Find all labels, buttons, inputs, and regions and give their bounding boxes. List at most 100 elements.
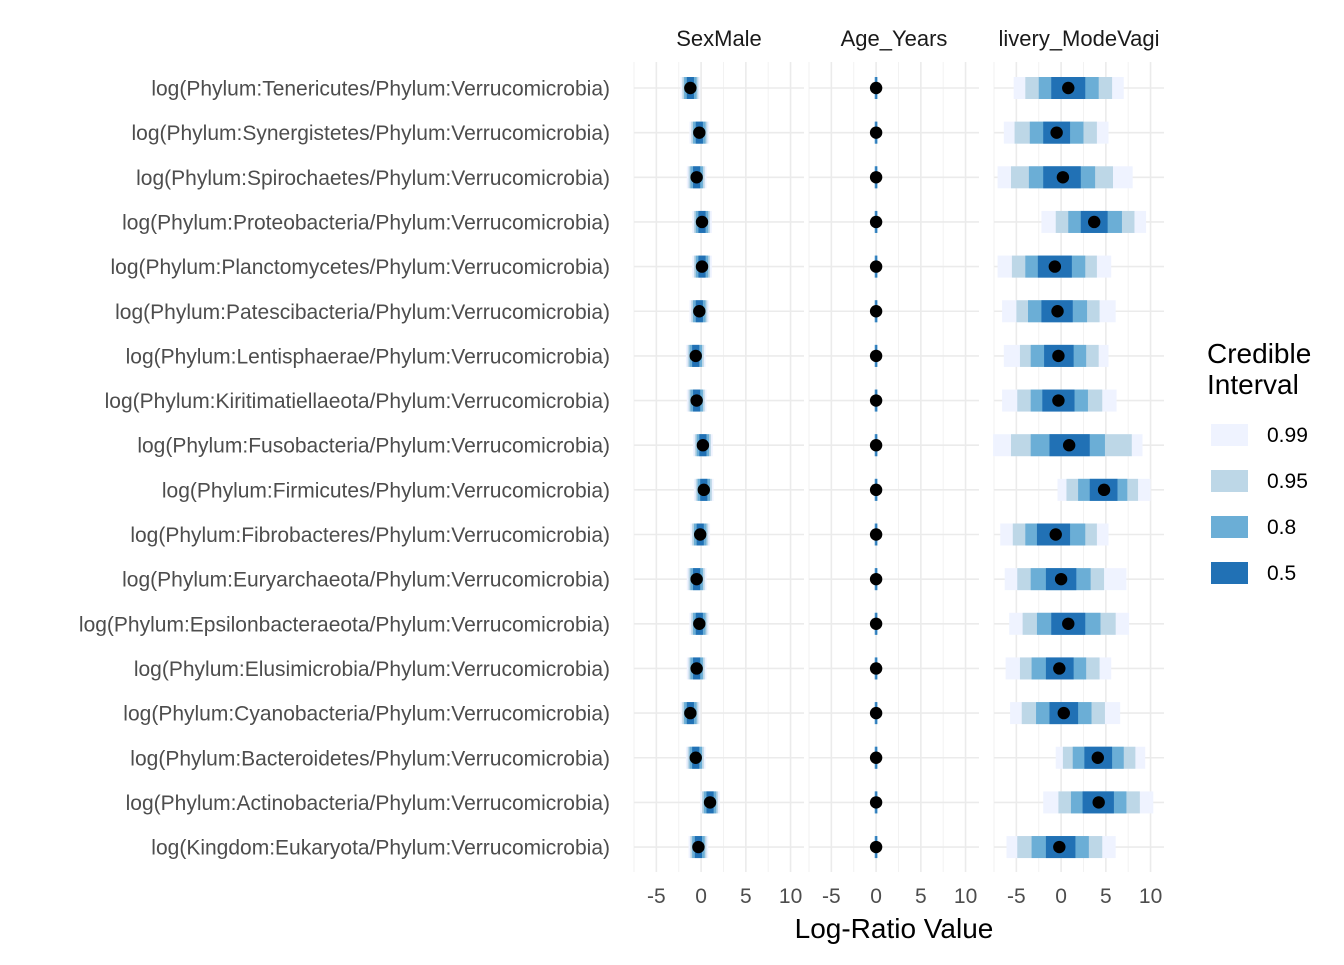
- legend-label: 0.99: [1267, 424, 1308, 447]
- panel-strip-label: Age_Years: [841, 26, 948, 51]
- median-point: [689, 751, 702, 764]
- median-point: [869, 171, 883, 184]
- x-tick-label: 5: [740, 885, 752, 908]
- median-point: [869, 260, 883, 273]
- median-point: [1097, 483, 1111, 497]
- panel-strip-label: SexMale: [676, 26, 762, 51]
- y-tick-label: log(Phylum:Bacteroidetes/Phylum:Verrucom…: [130, 747, 610, 770]
- y-tick-label: log(Phylum:Proteobacteria/Phylum:Verruco…: [122, 211, 610, 234]
- y-tick-label: log(Phylum:Patescibacteria/Phylum:Verruc…: [115, 301, 610, 324]
- median-point: [869, 751, 883, 764]
- legend-swatch: [1211, 516, 1248, 538]
- median-point: [869, 81, 883, 95]
- median-point: [1091, 751, 1104, 764]
- legend-label: 0.5: [1267, 562, 1296, 585]
- median-point: [690, 171, 703, 184]
- x-tick-label: 0: [1055, 885, 1067, 908]
- y-tick-label: log(Phylum:Actinobacteria/Phylum:Verruco…: [126, 792, 610, 815]
- y-tick-label: log(Kingdom:Eukaryota/Phylum:Verrucomicr…: [151, 837, 610, 860]
- median-point: [869, 662, 883, 675]
- x-tick-label: 0: [695, 885, 707, 908]
- median-point: [690, 394, 703, 407]
- median-point: [1092, 796, 1105, 809]
- x-tick-label: 5: [1100, 885, 1112, 908]
- median-point: [1056, 171, 1070, 184]
- panel-strip-label: livery_ModeVagi: [998, 26, 1159, 51]
- median-point: [1088, 215, 1101, 229]
- median-point: [690, 662, 703, 675]
- median-point: [869, 349, 883, 363]
- y-tick-label: log(Phylum:Fibrobacteres/Phylum:Verrucom…: [130, 524, 610, 547]
- median-point: [869, 572, 883, 586]
- median-point: [869, 528, 883, 541]
- x-tick-label: 0: [870, 885, 882, 908]
- median-point: [1053, 840, 1066, 854]
- median-point: [693, 617, 706, 630]
- median-point: [869, 305, 883, 318]
- legend-swatch: [1211, 562, 1248, 584]
- y-tick-label: log(Phylum:Fusobacteria/Phylum:Verrucomi…: [137, 435, 610, 458]
- median-point: [1048, 260, 1062, 273]
- median-point: [1062, 439, 1076, 452]
- median-point: [692, 840, 705, 854]
- x-tick-label: 10: [954, 885, 977, 908]
- y-tick-label: log(Phylum:Tenericutes/Phylum:Verrucomic…: [151, 78, 610, 101]
- x-tick-label: 10: [779, 885, 802, 908]
- median-point: [869, 840, 883, 854]
- median-point: [1053, 662, 1066, 675]
- median-point: [869, 215, 883, 229]
- y-tick-label: log(Phylum:Firmicutes/Phylum:Verrucomicr…: [162, 479, 610, 502]
- median-point: [1062, 617, 1075, 630]
- median-point: [684, 706, 697, 720]
- y-tick-label: log(Phylum:Epsilonbacteraeota/Phylum:Ver…: [79, 613, 610, 636]
- y-tick-label: log(Phylum:Cyanobacteria/Phylum:Verrucom…: [123, 703, 610, 726]
- median-point: [869, 439, 883, 452]
- median-point: [1052, 394, 1065, 407]
- median-point: [869, 126, 883, 139]
- x-axis-title: Log-Ratio Value: [795, 913, 994, 944]
- legend-title: Interval: [1207, 369, 1299, 400]
- y-tick-label: log(Phylum:Spirochaetes/Phylum:Verrucomi…: [136, 167, 610, 190]
- median-point: [1054, 572, 1068, 586]
- legend-label: 0.8: [1267, 516, 1296, 539]
- median-point: [693, 126, 706, 139]
- median-point: [703, 796, 717, 809]
- x-tick-label: -5: [822, 885, 841, 908]
- median-point: [869, 483, 883, 497]
- y-tick-label: log(Phylum:Kiritimatiellaeota/Phylum:Ver…: [105, 390, 610, 413]
- median-point: [695, 215, 709, 229]
- median-point: [1050, 126, 1063, 139]
- x-tick-label: 10: [1139, 885, 1162, 908]
- median-point: [1057, 706, 1070, 720]
- legend-swatch: [1211, 424, 1248, 446]
- legend-title: Credible: [1207, 338, 1311, 369]
- y-tick-label: log(Phylum:Synergistetes/Phylum:Verrucom…: [131, 122, 610, 145]
- median-point: [690, 572, 703, 586]
- y-tick-label: log(Phylum:Elusimicrobia/Phylum:Verrucom…: [134, 658, 610, 681]
- median-point: [1049, 528, 1062, 541]
- legend-swatch: [1211, 470, 1248, 492]
- median-point: [869, 706, 883, 720]
- x-tick-label: 5: [915, 885, 927, 908]
- median-point: [693, 305, 706, 318]
- median-point: [689, 349, 702, 363]
- y-tick-label: log(Phylum:Euryarchaeota/Phylum:Verrucom…: [122, 569, 610, 592]
- legend-label: 0.95: [1267, 470, 1308, 493]
- median-point: [869, 617, 883, 630]
- median-point: [1052, 349, 1065, 363]
- median-point: [869, 796, 883, 809]
- median-point: [869, 394, 883, 407]
- x-tick-label: -5: [647, 885, 666, 908]
- median-point: [697, 483, 710, 497]
- median-point: [695, 260, 709, 273]
- y-tick-label: log(Phylum:Planctomycetes/Phylum:Verruco…: [110, 256, 610, 279]
- x-tick-label: -5: [1007, 885, 1026, 908]
- median-point: [1062, 81, 1075, 95]
- median-point: [694, 528, 707, 541]
- median-point: [684, 81, 697, 95]
- median-point: [696, 439, 710, 452]
- median-point: [1051, 305, 1064, 318]
- y-tick-label: log(Phylum:Lentisphaerae/Phylum:Verrucom…: [126, 345, 610, 368]
